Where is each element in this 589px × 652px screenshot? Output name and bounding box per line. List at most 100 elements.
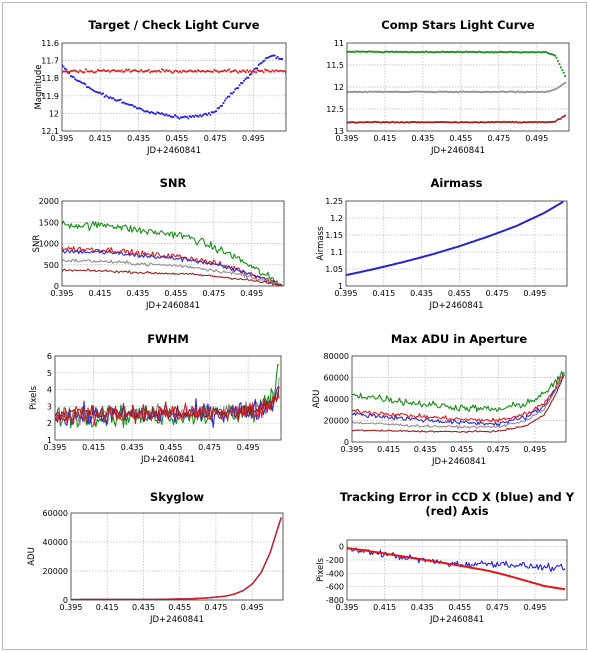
data-point — [520, 90, 523, 93]
data-point — [347, 121, 348, 123]
data-point — [471, 121, 474, 124]
data-point — [83, 82, 85, 85]
data-point — [447, 51, 450, 53]
data-point — [116, 70, 119, 72]
chart-title: Tracking Error in CCD X (blue) and Y — [340, 490, 575, 504]
data-point — [208, 70, 211, 73]
data-point — [453, 51, 456, 54]
series-0-line — [352, 371, 565, 413]
data-point — [362, 121, 364, 124]
chart-title: Target / Check Light Curve — [88, 18, 259, 32]
data-point — [498, 90, 501, 93]
data-point — [509, 90, 511, 93]
data-point — [485, 90, 488, 93]
data-point — [526, 51, 529, 54]
x-axis-label: JD+2460841 — [429, 615, 484, 625]
y-tick-label: 2 — [47, 419, 52, 428]
data-point — [562, 115, 565, 118]
data-point — [466, 51, 469, 54]
data-point — [244, 78, 247, 81]
data-point — [415, 90, 418, 93]
data-point — [440, 50, 443, 53]
data-point — [391, 120, 393, 123]
data-point — [140, 107, 143, 110]
data-point — [258, 70, 261, 72]
data-point — [530, 51, 533, 54]
data-point — [433, 121, 436, 124]
data-point — [359, 121, 361, 124]
y-tick-label: 1.25 — [325, 197, 343, 206]
data-point — [369, 121, 372, 124]
data-point — [128, 68, 131, 71]
data-point — [275, 57, 278, 60]
x-tick-label: 0.415 — [373, 603, 396, 612]
data-point — [533, 90, 536, 93]
x-tick-label: 0.455 — [450, 445, 473, 454]
data-point — [138, 107, 141, 110]
data-point — [163, 114, 166, 117]
data-point — [453, 91, 456, 93]
data-point — [526, 90, 529, 93]
data-point — [558, 63, 561, 65]
data-point — [477, 121, 479, 124]
data-point — [133, 105, 135, 108]
data-point — [479, 91, 482, 94]
plot-area — [352, 356, 566, 442]
data-point — [503, 51, 506, 54]
data-point — [216, 70, 219, 73]
data-point — [84, 68, 87, 71]
data-point — [268, 56, 270, 59]
data-point — [475, 90, 478, 93]
x-tick-label: 0.395 — [60, 603, 83, 612]
data-point — [131, 104, 134, 107]
data-point — [82, 71, 84, 74]
data-point — [356, 91, 359, 94]
data-point — [511, 120, 514, 123]
data-point — [194, 70, 196, 72]
data-point — [65, 70, 68, 73]
data-point — [270, 70, 272, 73]
y-tick-label: 11.8 — [41, 74, 59, 83]
data-point — [362, 50, 364, 53]
plot-frame — [70, 512, 284, 601]
data-point — [140, 69, 143, 71]
data-point — [481, 51, 484, 54]
y-tick-label: -800 — [326, 596, 344, 605]
data-point — [413, 90, 415, 93]
data-point — [167, 70, 169, 73]
data-point — [241, 82, 244, 85]
y-tick-label: 20000 — [324, 417, 349, 426]
chart-airmass: Airmass 0.395 0.415 0.435 0.455 0.475 0.495 1 1.… — [316, 176, 568, 311]
data-point — [564, 81, 567, 84]
data-point — [277, 70, 280, 73]
data-point — [75, 79, 78, 82]
data-point — [557, 60, 559, 62]
data-point — [434, 121, 437, 124]
data-point — [100, 93, 103, 95]
y-tick-label: -400 — [326, 569, 344, 578]
data-point — [199, 114, 201, 117]
data-point — [360, 50, 363, 53]
data-point — [542, 121, 545, 123]
data-point — [253, 70, 256, 73]
plot-area — [346, 201, 567, 286]
data-point — [551, 120, 554, 123]
data-point — [238, 70, 241, 73]
data-point — [510, 90, 513, 93]
data-point — [436, 121, 439, 123]
data-point — [214, 69, 217, 72]
data-point — [427, 51, 430, 54]
data-point — [276, 69, 278, 72]
data-point — [458, 121, 460, 124]
data-point — [144, 70, 147, 72]
data-point — [71, 70, 74, 72]
data-point — [80, 70, 83, 73]
data-point — [545, 121, 548, 124]
y-tick-label: 5 — [47, 369, 52, 378]
data-point — [452, 51, 455, 53]
data-point — [375, 120, 377, 123]
data-point — [62, 65, 65, 68]
data-point — [283, 70, 286, 72]
chart-title: (red) Axis — [425, 504, 488, 518]
data-point — [150, 111, 153, 113]
